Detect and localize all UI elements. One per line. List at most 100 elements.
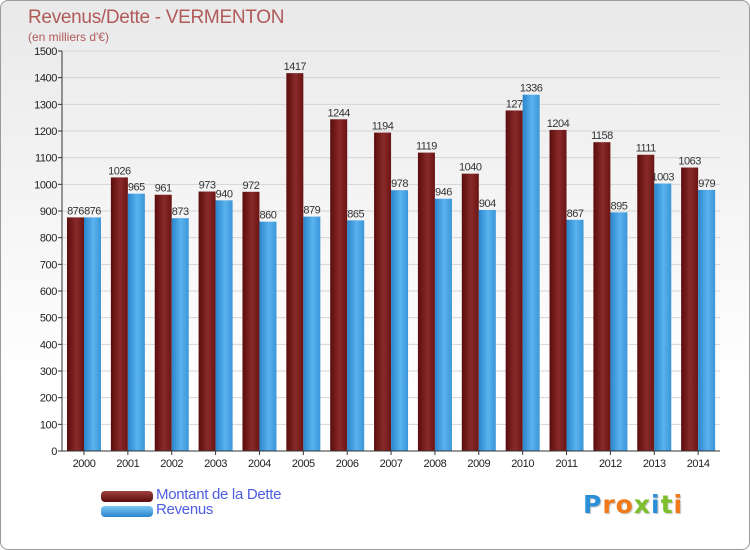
data-label-revenus: 876 <box>84 205 101 217</box>
logo-letter: P <box>583 490 603 519</box>
bar-dette <box>110 177 128 451</box>
bar-dette <box>154 194 172 451</box>
y-tick-label: 400 <box>40 339 57 351</box>
bar-dette <box>374 132 392 451</box>
bar-dette <box>330 119 348 452</box>
y-tick-label: 600 <box>40 286 57 298</box>
logo-letter: i <box>673 490 684 519</box>
x-tick-label: 2007 <box>380 458 403 470</box>
logo-letter: t <box>660 490 674 519</box>
y-tick-label: 700 <box>40 259 57 271</box>
y-axis-ticks: 0 100 200 300 400 500 600 700 800 900 1000 1100 1200… <box>34 46 62 458</box>
data-label-revenus: 946 <box>435 187 452 199</box>
y-tick-label: 1300 <box>34 99 57 111</box>
data-label-dette: 972 <box>243 180 260 192</box>
data-label-revenus: 865 <box>347 208 364 220</box>
data-label-revenus: 1336 <box>520 83 543 95</box>
data-label-dette: 1417 <box>284 61 307 73</box>
data-label-dette: 1111 <box>636 143 656 155</box>
bar-revenus <box>566 219 584 451</box>
data-label-revenus: 879 <box>303 205 320 217</box>
y-tick-label: 1100 <box>35 153 57 165</box>
legend-swatch-revenus <box>101 506 153 517</box>
data-label-dette: 1194 <box>372 121 394 133</box>
x-tick-label: 2003 <box>204 458 227 470</box>
data-label-revenus: 895 <box>610 200 627 212</box>
bar-revenus <box>654 183 672 452</box>
bar-revenus <box>215 200 233 451</box>
data-label-revenus: 940 <box>216 188 233 200</box>
bar-revenus <box>698 189 716 451</box>
y-tick-label: 1400 <box>34 73 57 85</box>
chart-title: Revenus/Dette - VERMENTON <box>28 7 285 28</box>
bar-dette <box>593 142 611 451</box>
bar-revenus <box>347 220 365 451</box>
data-label-revenus: 904 <box>479 198 496 210</box>
bar-revenus <box>84 217 101 451</box>
data-label-dette: 973 <box>199 180 216 192</box>
bar-dette <box>67 217 84 451</box>
data-label-dette: 1204 <box>547 118 570 130</box>
bar-dette <box>461 173 479 451</box>
data-label-revenus: 867 <box>567 208 584 220</box>
bar-dette <box>681 167 699 452</box>
bar-revenus <box>522 94 540 451</box>
y-tick-label: 500 <box>40 313 57 325</box>
bar-dette <box>286 73 304 451</box>
data-label-dette: 876 <box>67 205 84 217</box>
bar-dette <box>549 129 567 451</box>
bar-revenus <box>610 212 628 451</box>
bar-dette <box>417 152 435 451</box>
bar-revenus <box>259 221 277 451</box>
bars-group <box>67 73 716 452</box>
x-tick-label: 2008 <box>423 458 446 470</box>
bar-revenus <box>171 218 189 451</box>
x-tick-label: 2002 <box>160 458 183 470</box>
x-tick-label: 2001 <box>116 458 139 470</box>
y-tick-label: 0 <box>51 446 57 458</box>
bar-revenus <box>478 209 496 451</box>
logo-letter: o <box>615 490 634 519</box>
y-tick-label: 1500 <box>34 46 57 58</box>
bar-dette <box>198 191 216 452</box>
data-label-dette: 1063 <box>678 156 701 168</box>
y-tick-label: 200 <box>40 393 57 405</box>
y-tick-label: 1200 <box>34 126 57 138</box>
data-label-dette: 1119 <box>416 141 437 153</box>
data-label-revenus: 860 <box>260 210 277 222</box>
bar-revenus <box>391 190 409 451</box>
x-tick-label: 2014 <box>687 458 710 470</box>
data-label-revenus: 979 <box>698 178 715 190</box>
legend-label-revenus: Revenus <box>156 501 214 518</box>
y-tick-label: 900 <box>40 206 57 218</box>
legend-swatch-dette <box>101 491 153 502</box>
data-label-dette: 1244 <box>327 107 350 119</box>
logo-letter: x <box>633 490 651 519</box>
legend-label-dette: Montant de la Dette <box>156 486 282 503</box>
data-label-revenus: 978 <box>391 178 408 190</box>
proxiti-logo: Proxiti <box>583 490 683 519</box>
x-axis-ticks: 2000 2001 2002 2003 2004 2005 2006 2007 2008 2009… <box>73 451 710 470</box>
bar-revenus <box>303 216 321 451</box>
data-label-dette: 1026 <box>108 165 131 177</box>
x-tick-label: 2006 <box>336 458 359 470</box>
data-label-dette: 1158 <box>591 130 613 142</box>
bar-revenus <box>127 193 145 451</box>
data-label-dette: 1040 <box>459 162 482 174</box>
bar-dette <box>242 191 260 452</box>
logo-letter: r <box>602 490 616 519</box>
x-tick-label: 2010 <box>511 458 534 470</box>
data-label-dette: 127 <box>506 98 523 110</box>
chart-subtitle: (en milliers d'€) <box>28 30 109 44</box>
x-tick-label: 2009 <box>467 458 490 470</box>
data-label-dette: 961 <box>155 183 172 195</box>
logo-letter: i <box>651 490 661 519</box>
y-tick-label: 300 <box>40 366 57 378</box>
x-tick-label: 2004 <box>248 458 271 470</box>
bar-dette <box>637 154 655 451</box>
data-label-revenus: 965 <box>128 182 145 194</box>
y-tick-label: 100 <box>40 419 57 431</box>
x-tick-label: 2012 <box>599 458 622 470</box>
